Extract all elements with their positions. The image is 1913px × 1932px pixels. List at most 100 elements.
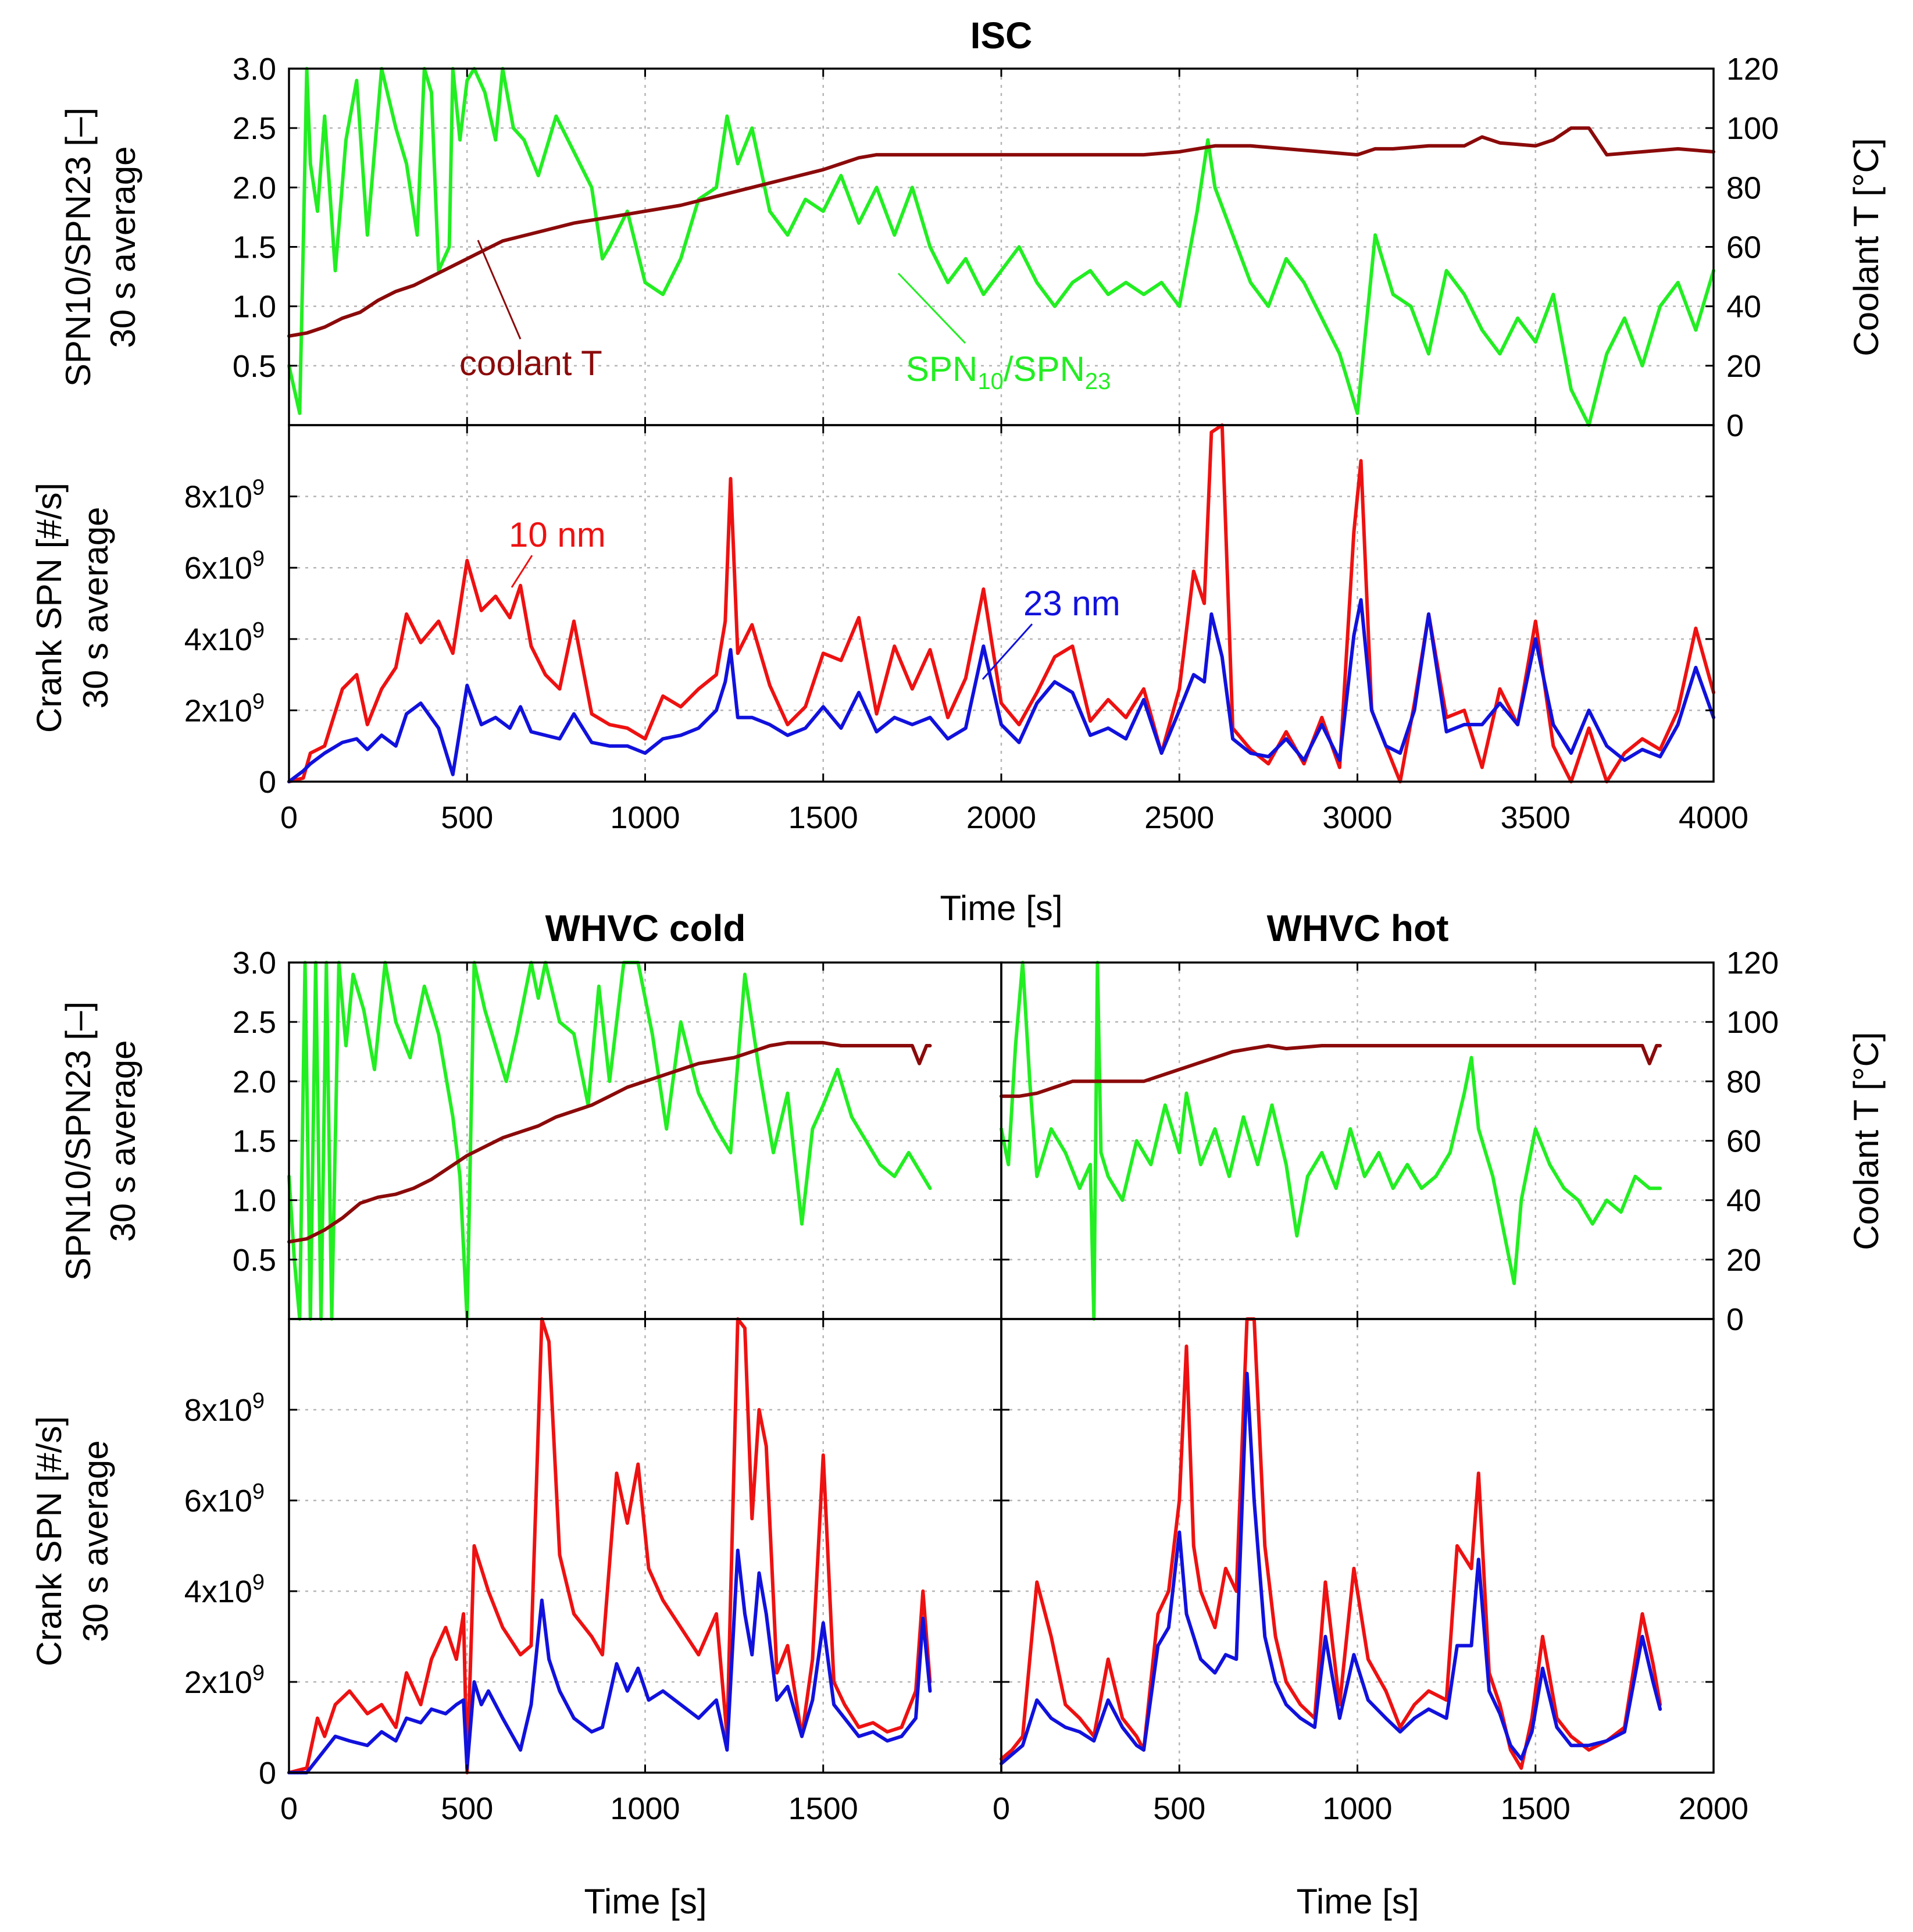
whvc-cold-bottom-panel: 0 500 1000 1500 0 2x109 4x109 6x109 8x109 Crank … xyxy=(30,1317,1002,1921)
x-tick-label: 500 xyxy=(1153,1791,1205,1826)
x-tick-label: 1000 xyxy=(610,1791,680,1826)
whvc-hot-top-ratio-line xyxy=(1000,961,1662,1321)
y-tick-label: 1.5 xyxy=(233,1124,276,1159)
y2-tick-label: 20 xyxy=(1726,1243,1761,1278)
x-tick-label: 1000 xyxy=(1322,1791,1392,1826)
whvc-hot-bottom-gridlines xyxy=(1001,1319,1714,1773)
isc-bottom-ylabel-line2: 30 s average xyxy=(76,507,115,709)
isc-top-panel: 0.5 1.0 1.5 2.0 2.5 3.0 0 20 40 60 80 100 120 ISC SP… xyxy=(59,15,1886,443)
y-tick-label: 0 xyxy=(259,765,276,800)
isc-top-ylabel-line2: 30 s average xyxy=(103,147,142,348)
whvc-cold-top-ylabel-line1: SPN10/SPN23 [–] xyxy=(59,1001,98,1281)
whvc-hot-top-y2label: Coolant T [°C] xyxy=(1847,1032,1886,1250)
whvc-hot-top-gridlines xyxy=(1001,963,1714,1319)
x-tick-label: 1500 xyxy=(788,1791,858,1826)
y-tick-label: 2.5 xyxy=(233,111,276,146)
y2-tick-label: 100 xyxy=(1726,111,1779,146)
y-tick-label: 0 xyxy=(259,1756,276,1791)
isc-top-y2label: Coolant T [°C] xyxy=(1847,138,1886,356)
whvc-hot-top-tick-labels: 0 20 40 60 80 100 120 xyxy=(1000,946,1779,1337)
whvc-cold-top-gridlines xyxy=(289,963,1001,1319)
y-tick-label: 4x109 xyxy=(184,618,265,657)
isc-top-ratio-line xyxy=(287,67,1715,427)
y-tick-label: 6x109 xyxy=(184,547,265,586)
isc-xlabel: Time [s] xyxy=(940,889,1062,928)
ratio-annotation-label: SPN10/SPN23 xyxy=(906,350,1111,394)
y-tick-label: 6x109 xyxy=(184,1480,265,1518)
y2-tick-label: 80 xyxy=(1726,170,1761,205)
whvc-cold-top-panel: 0.5 1.0 1.5 2.0 2.5 3.0 WHVC cold SPN10/SPN23… xyxy=(59,907,1002,1321)
spn10-annotation-label: 10 nm xyxy=(509,515,606,554)
whvc-cold-top-ratio-line xyxy=(287,961,932,1321)
whvc-hot-title: WHVC hot xyxy=(1267,907,1449,949)
y-tick-label: 0.5 xyxy=(233,349,276,384)
y2-tick-label: 120 xyxy=(1726,52,1779,87)
x-tick-label: 0 xyxy=(993,1791,1010,1826)
whvc-cold-top-series xyxy=(287,961,932,1321)
isc-bottom-ylabel-line1: Crank SPN [#/s] xyxy=(30,483,69,733)
isc-bottom-series xyxy=(287,423,1715,783)
whvc-hot-bottom-spn10-line xyxy=(1000,1317,1662,1770)
y-tick-label: 3.0 xyxy=(233,52,276,87)
y-tick-label: 3.0 xyxy=(233,946,276,981)
whvc-hot-top-panel: 0 20 40 60 80 100 120 WHVC hot Coolant T [°C] xyxy=(1000,907,1886,1337)
whvc-hot-bottom-spn23-line xyxy=(1000,1371,1662,1766)
whvc-cold-bottom-spn10-line xyxy=(287,1317,932,1774)
whvc-cold-top-coolant-line xyxy=(287,1040,932,1244)
isc-title: ISC xyxy=(970,15,1033,56)
whvc-cold-bottom-spn23-line xyxy=(287,1548,932,1774)
y-tick-label: 1.0 xyxy=(233,1184,276,1218)
ratio-annotation-leader xyxy=(897,272,966,344)
y-tick-label: 1.0 xyxy=(233,290,276,325)
spn10-annotation-leader xyxy=(511,555,533,588)
whvc-cold-top-ylabel-line2: 30 s average xyxy=(103,1040,142,1242)
y-tick-label: 2x109 xyxy=(184,1661,265,1700)
x-tick-label: 0 xyxy=(280,1791,298,1826)
spn23-annotation-leader xyxy=(982,623,1033,680)
isc-top-series xyxy=(287,67,1715,427)
y-tick-label: 4x109 xyxy=(184,1570,265,1609)
x-tick-label: 2000 xyxy=(966,800,1036,835)
y-tick-label: 2.0 xyxy=(233,170,276,205)
coolant-annotation-label: coolant T xyxy=(459,344,602,383)
whvc-cold-xlabel: Time [s] xyxy=(584,1882,706,1921)
isc-bottom-gridlines xyxy=(289,425,1714,782)
x-tick-label: 500 xyxy=(441,800,493,835)
isc-bottom-spn23-line xyxy=(287,598,1715,783)
y-tick-label: 1.5 xyxy=(233,230,276,265)
y2-tick-label: 0 xyxy=(1726,1302,1744,1337)
x-tick-label: 1500 xyxy=(788,800,858,835)
y-tick-label: 2.0 xyxy=(233,1064,276,1099)
y-tick-label: 2.5 xyxy=(233,1005,276,1040)
y-tick-label: 8x109 xyxy=(184,1389,265,1428)
isc-top-tick-labels: 0.5 1.0 1.5 2.0 2.5 3.0 0 20 40 60 80 100 120 xyxy=(233,52,1779,443)
whvc-hot-bottom-panel: 0 500 1000 1500 2000 Time [s] xyxy=(993,1317,1748,1921)
whvc-hot-top-coolant-line xyxy=(1000,1044,1662,1098)
isc-top-gridlines xyxy=(289,69,1714,425)
x-tick-label: 3500 xyxy=(1501,800,1571,835)
x-tick-label: 0 xyxy=(280,800,298,835)
whvc-hot-xlabel: Time [s] xyxy=(1296,1882,1419,1921)
x-tick-label: 500 xyxy=(441,1791,493,1826)
y2-tick-label: 60 xyxy=(1726,230,1761,265)
isc-top-ylabel-line1: SPN10/SPN23 [–] xyxy=(59,108,98,387)
y-tick-label: 8x109 xyxy=(184,476,265,515)
coolant-annotation-leader xyxy=(477,240,522,340)
whvc-hot-top-series xyxy=(1000,961,1662,1321)
y2-tick-label: 40 xyxy=(1726,290,1761,325)
x-tick-label: 1000 xyxy=(610,800,680,835)
y-tick-label: 2x109 xyxy=(184,689,265,728)
y2-tick-label: 0 xyxy=(1726,408,1744,443)
x-tick-label: 4000 xyxy=(1679,800,1748,835)
whvc-cold-bottom-ylabel-line1: Crank SPN [#/s] xyxy=(30,1416,69,1666)
isc-bottom-panel: 0 500 1000 1500 2000 2500 3000 3500 4000 0 2x109 4x… xyxy=(30,423,1748,928)
isc-top-coolant-line xyxy=(287,126,1715,338)
whvc-cold-bottom-tick-labels: 0 500 1000 1500 0 2x109 4x109 6x109 8x109 xyxy=(184,1319,1002,1826)
whvc-cold-bottom-series xyxy=(287,1317,932,1774)
x-tick-label: 2000 xyxy=(1679,1791,1748,1826)
whvc-hot-bottom-series xyxy=(1000,1317,1662,1770)
isc-bottom-spn10-line xyxy=(287,423,1715,783)
whvc-cold-bottom-gridlines xyxy=(289,1319,1001,1773)
